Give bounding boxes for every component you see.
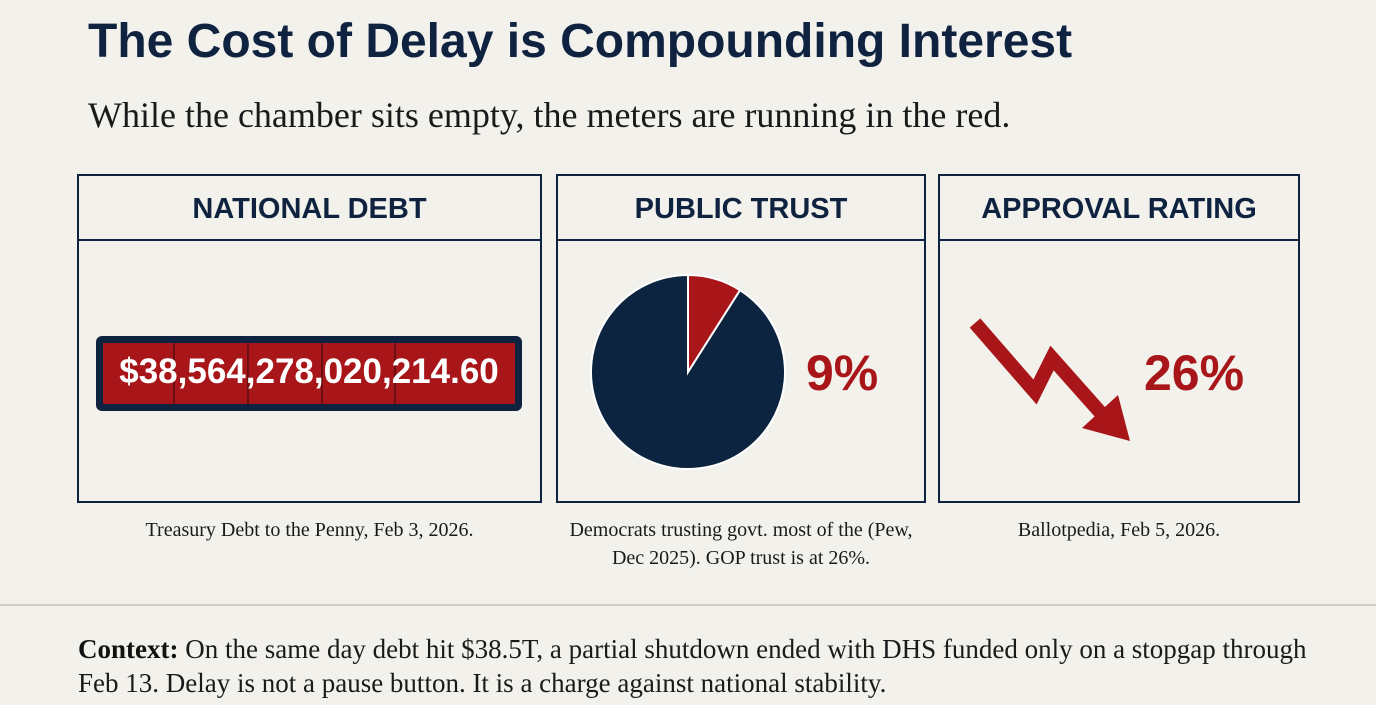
context-label: Context:	[78, 634, 179, 664]
source: Treasury Debt to the Penny, Feb 3, 2026.	[145, 519, 474, 541]
context-text: On the same day debt hit $38.5T, a parti…	[78, 634, 1307, 698]
approval-value: 26%	[1144, 345, 1245, 401]
panel-title: NATIONAL DEBT	[192, 193, 427, 225]
source: Ballotpedia, Feb 5, 2026.	[1017, 519, 1221, 541]
trend-arrow	[969, 318, 1106, 417]
subtitle: While the chamber sits empty, the meters…	[88, 95, 1011, 135]
pie	[590, 273, 786, 470]
pie-slice	[687, 273, 742, 376]
debt-value: $38,564,278,020,214.60	[119, 352, 499, 391]
panel-title: APPROVAL RATING	[981, 193, 1257, 225]
debt-counter-face	[103, 343, 515, 404]
trust-value: 9%	[806, 345, 879, 401]
panel-frame	[938, 174, 1300, 503]
title: The Cost of Delay is Compounding Interes…	[88, 15, 1073, 68]
panel-title: PUBLIC TRUST	[634, 193, 848, 225]
panel-frame	[77, 174, 542, 503]
panel-frame	[556, 174, 926, 503]
context: Context: On the same day debt hit $38.5T…	[78, 632, 1318, 700]
source: Democrats trusting govt. most of the (Pe…	[569, 519, 913, 569]
arrow-head	[1082, 395, 1130, 441]
counter-dividers	[173, 343, 396, 404]
